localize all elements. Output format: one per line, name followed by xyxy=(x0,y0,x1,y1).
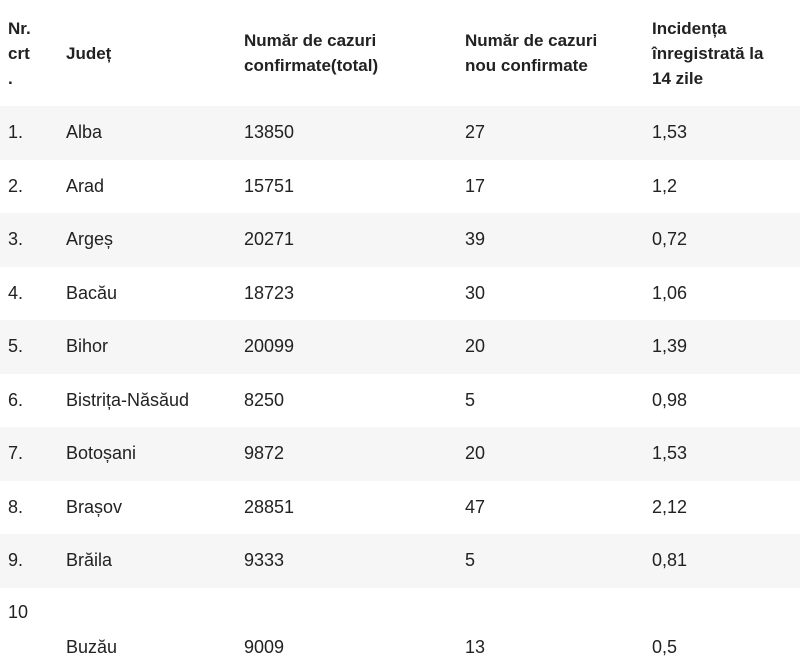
header-inc-line-1: Incidența xyxy=(652,18,727,38)
cell-nou: 27 xyxy=(457,106,644,160)
cell-judet: Brașov xyxy=(66,496,123,517)
cell-total: 9872 xyxy=(236,427,457,481)
header-judet: Județ xyxy=(58,0,236,106)
header-inc-line-2: înregistrată la xyxy=(652,43,764,63)
cell-total: 9009 xyxy=(244,636,285,657)
cell-nr: 3. xyxy=(0,213,58,267)
cell-incidenta: 2,12 xyxy=(652,496,688,517)
table-row: 3. Argeș 20271 39 0,72 xyxy=(0,213,800,267)
cell-incidenta: 1,53 xyxy=(644,427,800,481)
header-nou-line-1: Număr de cazuri xyxy=(465,31,598,50)
page: Nr. crt . Județ Număr de cazuri confirma… xyxy=(8,18,764,657)
cell-nr: 6. xyxy=(8,389,24,410)
cell-nou: 20 xyxy=(457,320,644,374)
cell-incidenta: 1,53 xyxy=(644,106,800,160)
cell-judet: Bistrița-Năsăud xyxy=(66,389,190,410)
table-row: 1. Alba 13850 27 1,53 xyxy=(0,106,800,160)
table-header: Nr. crt . Județ Număr de cazuri confirma… xyxy=(0,0,800,106)
cell-nou: 5 xyxy=(457,534,644,588)
cell-nr: 5. xyxy=(0,320,58,374)
header-inc-line-3: 14 zile xyxy=(652,68,704,88)
cell-nr: 10 xyxy=(8,601,29,622)
header-nr-line-2: crt xyxy=(8,43,30,63)
table-row: 6. Bistrița-Năsăud 8250 5 0,98 xyxy=(0,374,800,428)
cell-incidenta: 0,72 xyxy=(644,213,800,267)
cell-incidenta: 1,06 xyxy=(652,282,688,303)
header-judet-label: Județ xyxy=(66,43,112,63)
cell-incidenta: 1,39 xyxy=(644,320,800,374)
cell-nou: 39 xyxy=(457,213,644,267)
table-row: 7. Botoșani 9872 20 1,53 xyxy=(0,427,800,481)
cell-total: 20271 xyxy=(236,213,457,267)
cell-incidenta: 0,98 xyxy=(652,389,688,410)
table-row: 2. Arad 15751 17 1,2 xyxy=(0,160,800,214)
header-nr-line-1: Nr. xyxy=(8,18,31,38)
table-row: 9. Brăila 9333 5 0,81 xyxy=(0,534,800,588)
header-total-line-2: confirmate(total) xyxy=(244,56,379,75)
cell-nr: 4. xyxy=(8,282,24,303)
cell-nou: 47 xyxy=(465,496,486,517)
header-incidence-14-days: Incidența înregistrată la 14 zile xyxy=(644,0,800,106)
table-body: 1. Alba 13850 27 1,53 2. Arad 15751 17 1… xyxy=(0,106,800,662)
header-nr-crt: Nr. crt . xyxy=(0,0,58,106)
cell-nou: 30 xyxy=(465,282,486,303)
cell-nr: 1. xyxy=(0,106,58,160)
cell-incidenta: 0,81 xyxy=(644,534,800,588)
cell-judet: Botoșani xyxy=(58,427,236,481)
header-total-confirmed: Număr de cazuri confirmate(total) xyxy=(236,0,457,106)
header-row: Nr. crt . Județ Număr de cazuri confirma… xyxy=(0,0,800,106)
cell-judet: Bacău xyxy=(66,282,118,303)
cell-judet: Arad xyxy=(66,175,105,196)
cell-nou: 5 xyxy=(465,389,476,410)
cell-total: 15751 xyxy=(244,175,295,196)
cell-nou: 17 xyxy=(465,175,486,196)
cell-nou: 13 xyxy=(465,636,486,657)
header-nou-line-2: nou confirmate xyxy=(465,56,588,75)
cell-total: 13850 xyxy=(236,106,457,160)
table-row: 5. Bihor 20099 20 1,39 xyxy=(0,320,800,374)
cell-total: 20099 xyxy=(236,320,457,374)
cell-nr: 7. xyxy=(0,427,58,481)
table-row: 8. Brașov 28851 47 2,12 xyxy=(0,481,800,535)
cell-judet: Alba xyxy=(58,106,236,160)
cell-judet: Brăila xyxy=(58,534,236,588)
cell-total: 18723 xyxy=(244,282,295,303)
cell-nr: 8. xyxy=(8,496,24,517)
cell-total: 8250 xyxy=(244,389,285,410)
table-row: 10 Buzău 9009 13 0,5 xyxy=(0,588,800,662)
cell-nou: 20 xyxy=(457,427,644,481)
cell-incidenta: 0,5 xyxy=(652,636,678,657)
cell-nr: 2. xyxy=(8,175,24,196)
cell-incidenta: 1,2 xyxy=(652,175,678,196)
header-nr-line-3: . xyxy=(8,68,13,88)
header-total-line-1: Număr de cazuri xyxy=(244,31,377,50)
cell-nr: 9. xyxy=(0,534,58,588)
table-row: 4. Bacău 18723 30 1,06 xyxy=(0,267,800,321)
header-new-confirmed: Număr de cazuri nou confirmate xyxy=(457,0,644,106)
cell-judet: Argeș xyxy=(58,213,236,267)
cell-total: 28851 xyxy=(244,496,295,517)
cell-judet: Bihor xyxy=(58,320,236,374)
cell-total: 9333 xyxy=(236,534,457,588)
cell-judet: Buzău xyxy=(66,636,118,657)
